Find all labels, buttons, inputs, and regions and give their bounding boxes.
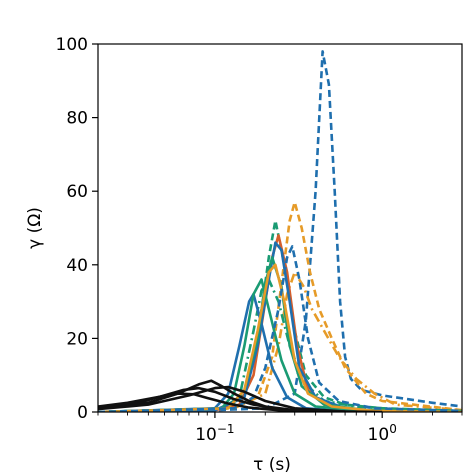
series-line-9 [98, 278, 462, 412]
y-tick-label: 60 [66, 182, 88, 202]
y-axis-label: γ (Ω) [25, 207, 45, 249]
y-tick-label: 80 [66, 109, 88, 129]
y-tick-label: 100 [56, 35, 88, 55]
series-line-15 [98, 392, 332, 412]
series-layer [98, 50, 462, 412]
y-tick-label: 0 [77, 403, 88, 423]
series-line-16 [98, 385, 346, 412]
series-line-2 [98, 200, 462, 412]
x-tick-label: 100 [368, 422, 397, 445]
x-axis-label: τ (s) [253, 455, 291, 475]
series-line-1 [98, 50, 462, 412]
series-line-5 [98, 278, 462, 412]
ticks-layer: 0 20 40 60 80 100 10−1 100 [56, 35, 463, 445]
y-tick-label: 40 [66, 256, 88, 276]
series-line-7 [98, 241, 462, 412]
series-line-3 [98, 270, 462, 412]
y-tick-label: 20 [66, 329, 88, 349]
series-line-11 [98, 263, 462, 412]
plot-frame [97, 43, 463, 413]
x-tick-label: 10−1 [195, 422, 234, 445]
series-line-12 [98, 245, 462, 412]
